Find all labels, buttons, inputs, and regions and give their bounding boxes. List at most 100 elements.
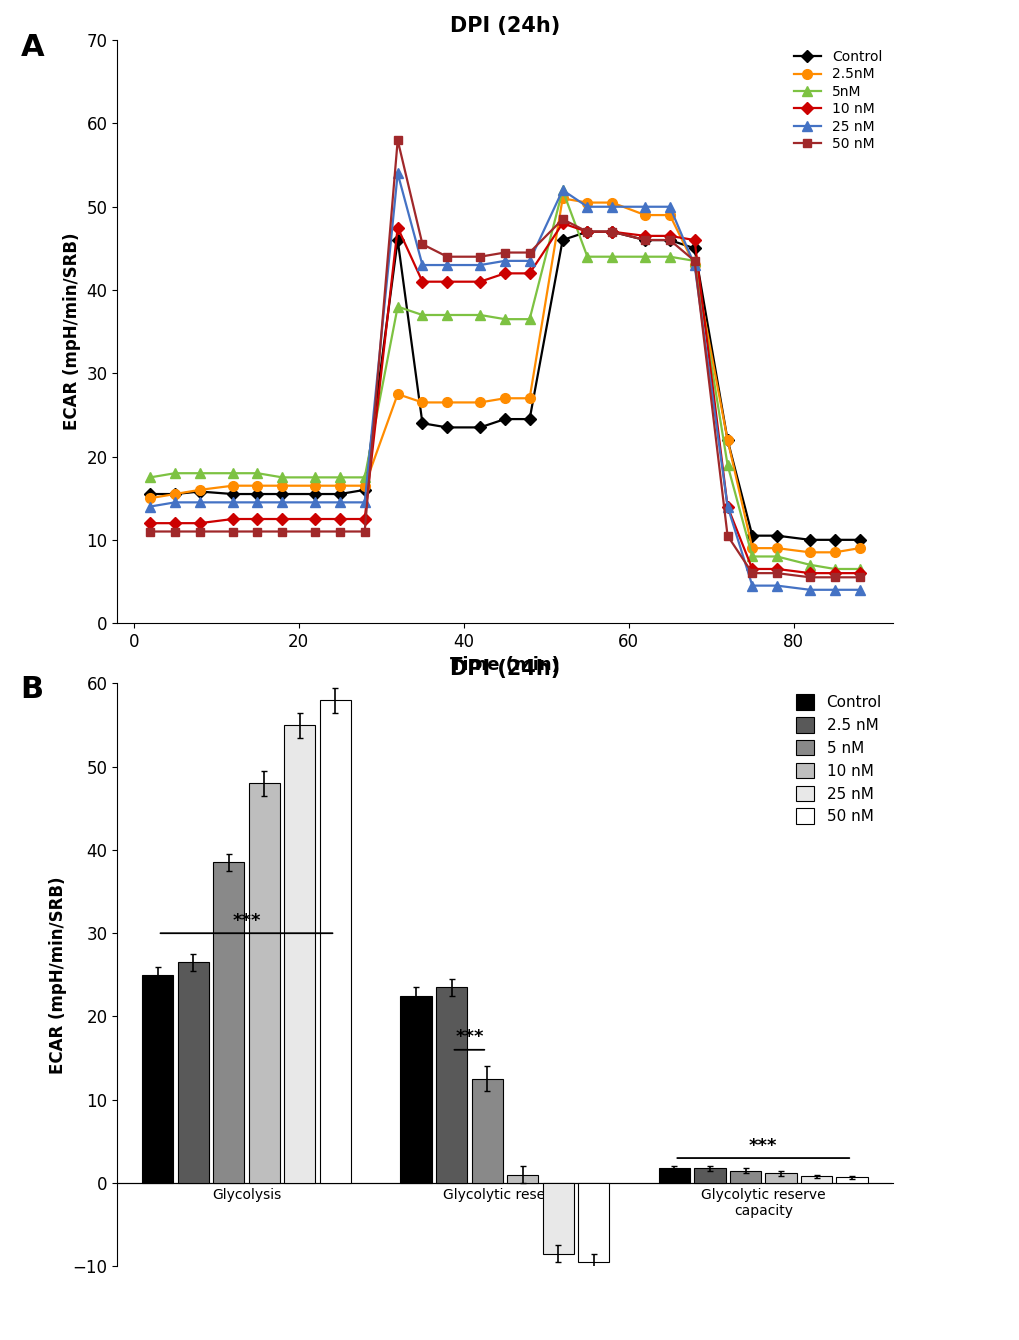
25 nM [638,198,650,214]
25 nM [853,582,865,598]
2.5nM [605,194,618,210]
2.5nM [638,208,650,224]
10 nM [440,273,452,289]
10 nM [194,515,206,531]
50 nM [276,524,288,540]
50 nM [144,524,156,540]
25 nM [440,257,452,273]
10 nM [581,224,593,240]
Control [498,411,511,427]
Control [226,486,238,502]
10 nM [770,561,783,578]
Bar [435,988,467,1183]
5nM [581,249,593,265]
25 nM [581,198,593,214]
10 nM [391,220,404,236]
Text: ***: *** [232,913,261,930]
5nM [309,469,321,485]
10 nM [333,511,345,527]
5nM [498,311,511,327]
5nM [853,561,865,578]
25 nM [663,198,676,214]
10 nM [226,511,238,527]
5nM [663,249,676,265]
Control [276,486,288,502]
Control [853,532,865,548]
2.5nM [440,394,452,410]
2.5nM [276,477,288,493]
10 nM [827,565,840,582]
Control [827,532,840,548]
Bar [506,1175,538,1183]
5nM [194,465,206,481]
X-axis label: Time (min): Time (min) [449,657,559,674]
25 nM [169,494,181,511]
Control [359,482,371,498]
Bar [764,1172,796,1183]
50 nM [474,249,486,265]
2.5nM [391,386,404,402]
Control [416,415,428,431]
2.5nM [556,190,569,206]
10 nM [605,224,618,240]
10 nM [144,515,156,531]
5nM [827,561,840,578]
Bar [142,976,173,1183]
50 nM [853,570,865,586]
Control [581,224,593,240]
25 nM [523,253,535,269]
25 nM [688,257,700,273]
50 nM [663,232,676,248]
50 nM [333,524,345,540]
2.5nM [333,477,345,493]
Bar [578,1183,608,1262]
Control [720,431,733,448]
Control [803,532,815,548]
Legend: Control, 2.5 nM, 5 nM, 10 nM, 25 nM, 50 nM: Control, 2.5 nM, 5 nM, 10 nM, 25 nM, 50 … [792,691,884,827]
5nM [359,469,371,485]
Bar [400,996,431,1183]
Y-axis label: ECAR (mpH/min/SRB): ECAR (mpH/min/SRB) [49,876,67,1073]
Control [251,486,263,502]
2.5nM [309,477,321,493]
10 nM [638,228,650,244]
50 nM [581,224,593,240]
Control [523,411,535,427]
25 nM [827,582,840,598]
25 nM [276,494,288,511]
10 nM [556,216,569,232]
Bar [658,1168,690,1183]
Control [333,486,345,502]
25 nM [720,498,733,515]
25 nM [474,257,486,273]
Control [688,240,700,256]
10 nM [359,511,371,527]
50 nM [605,224,618,240]
Control [556,232,569,248]
2.5nM [688,257,700,273]
Title: DPI (24h): DPI (24h) [449,659,559,679]
Control [440,419,452,436]
5nM [416,307,428,323]
2.5nM [853,540,865,556]
25 nM [391,165,404,181]
Control [605,224,618,240]
Line: 10 nM: 10 nM [146,220,863,578]
5nM [770,548,783,564]
2.5nM [226,477,238,493]
5nM [688,253,700,269]
25 nM [416,257,428,273]
50 nM [194,524,206,540]
50 nM [523,244,535,260]
10 nM [803,565,815,582]
Bar [213,863,245,1183]
50 nM [803,570,815,586]
Control [169,486,181,502]
Control [391,232,404,248]
25 nM [309,494,321,511]
2.5nM [359,477,371,493]
2.5nM [720,431,733,448]
50 nM [556,212,569,228]
50 nM [720,528,733,544]
50 nM [638,232,650,248]
